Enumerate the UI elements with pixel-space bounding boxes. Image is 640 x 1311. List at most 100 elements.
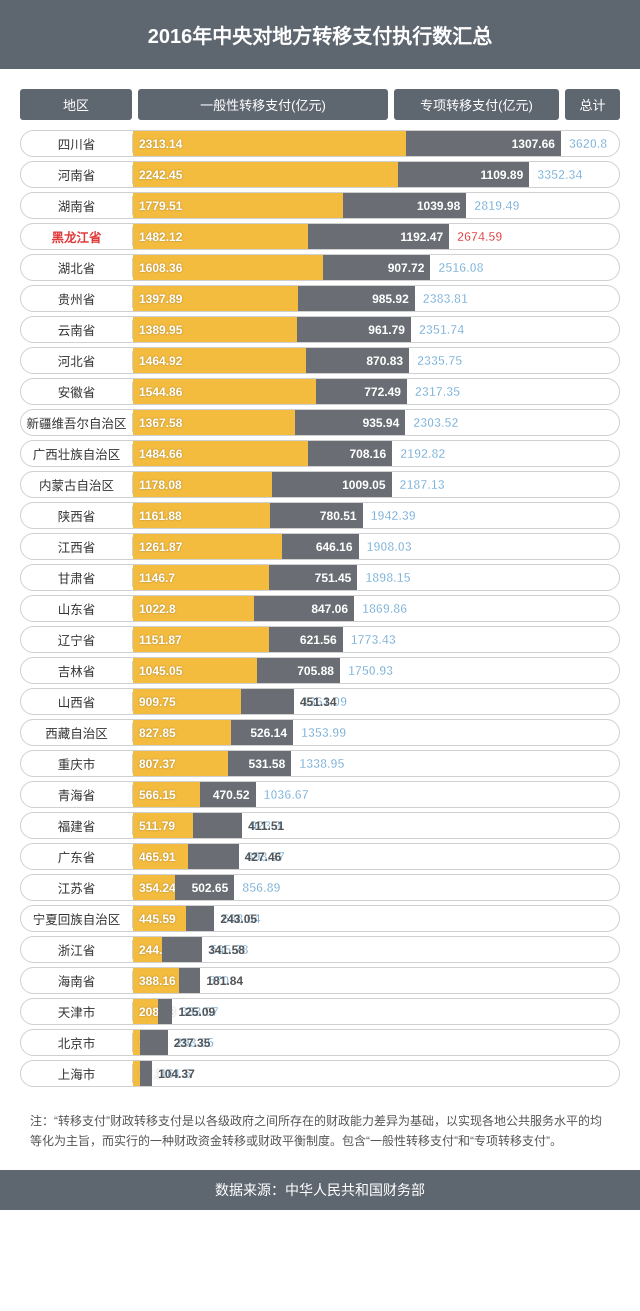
region-label: 广东省 (21, 847, 133, 866)
region-label: 内蒙古自治区 (21, 475, 133, 494)
table-row: 河南省2242.451109.893352.34 (20, 161, 620, 188)
special-bar: 1192.47 (308, 224, 449, 249)
table-row: 四川省2313.141307.663620.8 (20, 130, 620, 157)
table-row: 宁夏回族自治区445.59243.05688.64 (20, 905, 620, 932)
bar-area: 1161.88780.511942.39 (133, 503, 619, 528)
general-bar: 2313.14 (133, 131, 406, 156)
total-value: 1942.39 (363, 509, 424, 523)
bar-area: 1464.92870.832335.75 (133, 348, 619, 373)
bar-area: 1261.87646.161908.03 (133, 534, 619, 559)
region-label: 河南省 (21, 165, 133, 184)
region-label: 吉林省 (21, 661, 133, 680)
bar-area: 511.79411.51923.3 (133, 813, 619, 838)
table-row: 江苏省354.24502.65856.89 (20, 874, 620, 901)
general-bar: 465.91 (133, 844, 188, 869)
special-bar: 708.16 (308, 441, 392, 466)
general-bar: 244.2 (133, 937, 162, 962)
region-label: 宁夏回族自治区 (21, 909, 133, 928)
special-bar: 526.14 (231, 720, 293, 745)
general-bar: 1397.89 (133, 286, 298, 311)
bar-area: 388.16181.84570 (133, 968, 619, 993)
total-value: 2819.49 (466, 199, 527, 213)
region-label: 云南省 (21, 320, 133, 339)
general-bar: 1261.87 (133, 534, 282, 559)
general-bar: 1367.58 (133, 410, 295, 435)
table-row: 福建省511.79411.51923.3 (20, 812, 620, 839)
special-bar: 1009.05 (272, 472, 391, 497)
table-row: 辽宁省1151.87621.561773.43 (20, 626, 620, 653)
region-label: 山西省 (21, 692, 133, 711)
general-bar: 1022.8 (133, 596, 254, 621)
table-row: 甘肃省1146.7751.451898.15 (20, 564, 620, 591)
special-bar: 427.46 (188, 844, 239, 869)
table-row: 湖北省1608.36907.722516.08 (20, 254, 620, 281)
special-bar: 870.83 (306, 348, 409, 373)
bar-area: 1146.7751.451898.15 (133, 565, 619, 590)
region-label: 上海市 (21, 1064, 133, 1083)
data-source: 数据来源：中华人民共和国财务部 (0, 1170, 640, 1210)
region-label: 新疆维吾尔自治区 (21, 413, 133, 432)
special-bar: 1307.66 (406, 131, 561, 156)
general-bar: 511.79 (133, 813, 193, 838)
bar-area: 1484.66708.162192.82 (133, 441, 619, 466)
special-bar: 705.88 (257, 658, 340, 683)
total-value: 1869.86 (354, 602, 415, 616)
region-label: 甘肃省 (21, 568, 133, 587)
total-value: 1750.93 (340, 664, 401, 678)
bar-area: 1151.87621.561773.43 (133, 627, 619, 652)
total-value: 1898.15 (357, 571, 418, 585)
special-bar: 181.84 (179, 968, 200, 993)
total-value: 1773.43 (343, 633, 404, 647)
general-bar: 807.37 (133, 751, 228, 776)
total-value: 3352.34 (529, 168, 590, 182)
table-row: 云南省1389.95961.792351.74 (20, 316, 620, 343)
special-bar: 125.09 (158, 999, 173, 1024)
data-rows: 四川省2313.141307.663620.8 河南省2242.451109.89… (20, 130, 620, 1087)
special-bar: 470.52 (200, 782, 256, 807)
general-bar: 1608.36 (133, 255, 323, 280)
total-value: 2516.08 (430, 261, 491, 275)
general-bar: 1151.87 (133, 627, 269, 652)
total-value: 2187.13 (392, 478, 453, 492)
region-label: 青海省 (21, 785, 133, 804)
region-label: 江西省 (21, 537, 133, 556)
region-label: 湖北省 (21, 258, 133, 277)
table-row: 山西省909.75451.341361.09 (20, 688, 620, 715)
general-bar: 1389.95 (133, 317, 297, 342)
col-head-special: 专项转移支付(亿元) (394, 89, 559, 120)
bar-area: 354.24502.65856.89 (133, 875, 619, 900)
special-bar: 935.94 (295, 410, 406, 435)
bar-area: 566.15470.521036.67 (133, 782, 619, 807)
general-bar: 1482.12 (133, 224, 308, 249)
table-row: 陕西省1161.88780.511942.39 (20, 502, 620, 529)
general-bar: 1146.7 (133, 565, 269, 590)
special-bar: 646.16 (282, 534, 358, 559)
total-value: 1908.03 (359, 540, 420, 554)
special-bar: 985.92 (298, 286, 415, 311)
table-row: 青海省566.15470.521036.67 (20, 781, 620, 808)
bar-area: 56.3237.35293.65 (133, 1030, 619, 1055)
special-bar: 1039.98 (343, 193, 466, 218)
table-row: 湖南省1779.511039.982819.49 (20, 192, 620, 219)
bar-area: 1544.86772.492317.35 (133, 379, 619, 404)
chart-content: 地区 一般性转移支付(亿元) 专项转移支付(亿元) 总计 四川省2313.141… (0, 69, 640, 1097)
general-bar: 2242.45 (133, 162, 398, 187)
special-bar: 104.37 (140, 1061, 152, 1086)
region-label: 黑龙江省 (21, 227, 133, 246)
region-label: 天津市 (21, 1002, 133, 1021)
general-bar: 56.3 (133, 1030, 140, 1055)
bar-area: 1779.511039.982819.49 (133, 193, 619, 218)
special-bar: 907.72 (323, 255, 430, 280)
total-value: 856.89 (234, 881, 288, 895)
total-value: 2317.35 (407, 385, 468, 399)
region-label: 湖南省 (21, 196, 133, 215)
table-row: 上海市57.13104.37161.5 (20, 1060, 620, 1087)
bar-area: 1608.36907.722516.08 (133, 255, 619, 280)
general-bar: 1779.51 (133, 193, 343, 218)
bar-area: 827.85526.141353.99 (133, 720, 619, 745)
special-bar: 531.58 (228, 751, 291, 776)
special-bar: 502.65 (175, 875, 234, 900)
special-bar: 411.51 (193, 813, 242, 838)
table-row: 山东省1022.8847.061869.86 (20, 595, 620, 622)
region-label: 四川省 (21, 134, 133, 153)
